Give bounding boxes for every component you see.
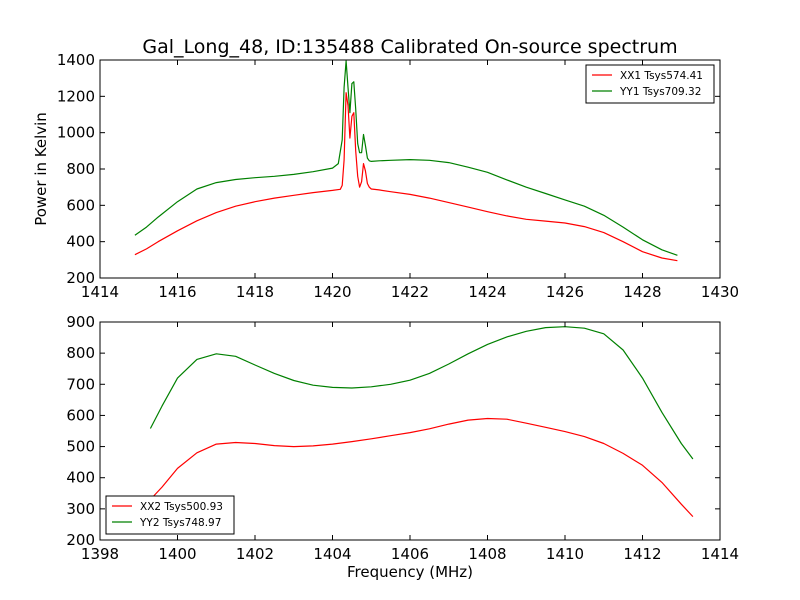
y-tick-label: 800 — [66, 344, 95, 362]
y-tick-label: 900 — [66, 313, 95, 331]
series-line-xx1 — [134, 92, 678, 262]
y-tick-label: 600 — [66, 406, 95, 424]
legend-label: XX1 Tsys574.41 — [620, 70, 703, 82]
x-tick-label: 1414 — [701, 545, 739, 563]
x-tick-label: 1402 — [236, 545, 274, 563]
x-tick-label: 1416 — [158, 283, 196, 301]
series-line-yy1 — [134, 60, 678, 256]
top-spectrum-chart: Gal_Long_48, ID:135488 Calibrated On-sou… — [32, 36, 739, 301]
x-tick-label: 1408 — [468, 545, 506, 563]
series-line-yy2 — [149, 326, 694, 460]
legend: XX2 Tsys500.93 YY2 Tsys748.97 — [105, 495, 235, 535]
y-tick-label: 800 — [66, 160, 95, 178]
x-tick-label: 1400 — [158, 545, 196, 563]
x-tick-label: 1426 — [546, 283, 584, 301]
y-tick-label: 400 — [66, 469, 95, 487]
legend-box — [105, 495, 235, 535]
y-tick-label: 1200 — [57, 87, 95, 105]
x-tick-label: 1418 — [236, 283, 274, 301]
y-tick-label: 700 — [66, 375, 95, 393]
y-tick-label: 200 — [66, 531, 95, 549]
y-tick-label: 300 — [66, 500, 95, 518]
x-tick-label: 1428 — [623, 283, 661, 301]
y-axis-label: Power in Kelvin — [32, 112, 50, 226]
legend: XX1 Tsys574.41 YY1 Tsys709.32 — [585, 64, 715, 104]
legend-label: YY1 Tsys709.32 — [619, 86, 701, 98]
x-tick-label: 1398 — [81, 545, 119, 563]
series-line-xx2 — [149, 417, 694, 518]
x-tick-label: 1406 — [391, 545, 429, 563]
legend-label: XX2 Tsys500.93 — [140, 501, 223, 513]
x-tick-label: 1404 — [313, 545, 351, 563]
x-tick-label: 1430 — [701, 283, 739, 301]
legend-box — [585, 64, 715, 104]
y-tick-label: 600 — [66, 196, 95, 214]
y-tick-label: 400 — [66, 233, 95, 251]
y-tick-label: 500 — [66, 438, 95, 456]
legend-label: YY2 Tsys748.97 — [139, 517, 221, 529]
x-tick-label: 1414 — [81, 283, 119, 301]
y-tick-label: 1400 — [57, 51, 95, 69]
x-tick-label: 1412 — [623, 545, 661, 563]
x-tick-label: 1410 — [546, 545, 584, 563]
y-tick-label: 200 — [66, 269, 95, 287]
x-tick-label: 1422 — [391, 283, 429, 301]
bottom-spectrum-chart: Frequency (MHz) 1398 1400 1402 1404 1406 1408… — [66, 313, 739, 581]
x-axis-label: Frequency (MHz) — [347, 563, 473, 581]
y-tick-label: 1000 — [57, 124, 95, 142]
chart-title: Gal_Long_48, ID:135488 Calibrated On-sou… — [142, 36, 677, 58]
x-tick-label: 1420 — [313, 283, 351, 301]
x-tick-label: 1424 — [468, 283, 506, 301]
